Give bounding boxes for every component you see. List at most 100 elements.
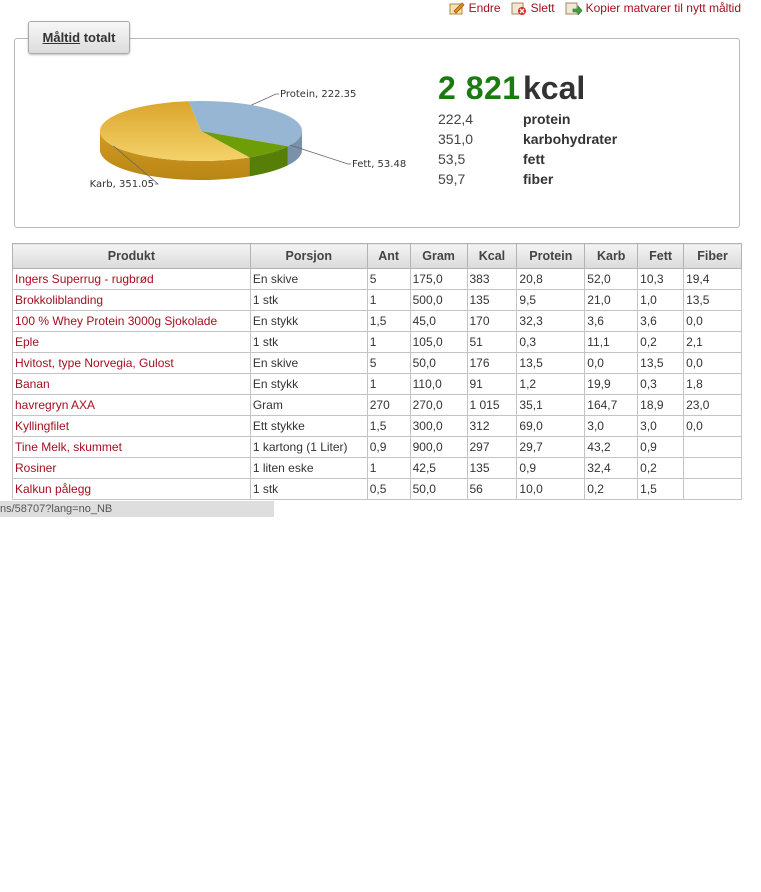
product-link[interactable]: Eple [12,331,251,353]
column-header[interactable]: Fiber [683,243,742,269]
table-row: Eple 1 stk 1 105,0 51 0,3 11,1 0,2 2,1 [12,331,742,353]
table-cell: 0,2 [637,457,685,479]
table-cell: 1 stk [249,331,368,353]
table-row: Rosiner 1 liten eske 1 42,5 135 0,9 32,4 0,2 [12,457,742,479]
column-header[interactable]: Produkt [12,243,251,269]
table-cell: 0,3 [516,331,586,353]
table-cell: 42,5 [409,457,468,479]
nutrient-name: protein [523,111,571,127]
table-row: Ingers Superrug - rugbrød En skive 5 175,0 3… [12,268,742,290]
table-cell: 45,0 [409,310,468,332]
table-cell: 900,0 [409,436,468,458]
kcal-unit: kcal [523,70,586,106]
edit-link[interactable]: Endre [449,1,501,15]
column-header[interactable]: Gram [409,243,468,269]
table-cell: 0,9 [516,457,586,479]
table-cell: 5 [366,352,411,374]
product-link[interactable]: 100 % Whey Protein 3000g Sjokolade [12,310,251,332]
pie-slice-protein [188,101,303,147]
table-cell: 0,9 [637,436,685,458]
table-cell: 3,0 [637,415,685,437]
table-cell: 35,1 [516,394,586,416]
table-cell: 13,5 [516,352,586,374]
pie-leader-line [113,145,160,185]
pie-slice-karb [99,101,250,161]
product-link[interactable]: Hvitost, type Norvegia, Gulost [12,352,251,374]
pie-slice-side-protein [287,131,302,166]
table-cell: 9,5 [516,289,586,311]
column-header[interactable]: Fett [637,243,685,269]
table-cell [683,436,742,458]
table-cell: 18,9 [637,394,685,416]
table-cell: 5 [366,268,411,290]
copy-arrow-icon [565,2,582,15]
table-cell: 135 [466,289,518,311]
table-cell: 170 [466,310,518,332]
table-cell: 0,0 [683,310,742,332]
product-link[interactable]: Rosiner [12,457,251,479]
pie-slice-side-karb [100,131,250,180]
product-link[interactable]: Brokkoliblanding [12,289,251,311]
table-cell: 3,6 [584,310,639,332]
copy-link[interactable]: Kopier matvarer til nytt måltid [565,1,741,15]
nutrient-value: 222,4 [438,111,474,127]
table-cell: 10,3 [637,268,685,290]
table-cell: 270,0 [409,394,468,416]
column-header[interactable]: Kcal [466,243,518,269]
table-cell: 13,5 [683,289,742,311]
table-cell: 50,0 [409,352,468,374]
nutrient-name: fiber [523,171,554,187]
column-header[interactable]: Porsjon [249,243,368,269]
product-link[interactable]: Kalkun pålegg [12,478,251,500]
table-cell: 19,9 [584,373,639,395]
table-row: havregryn AXA Gram 270 270,0 1 015 35,1 164,7 1… [12,394,742,416]
table-cell: 300,0 [409,415,468,437]
pie-slice-side-fett [249,146,288,177]
pie-data-label: Karb, 351.05 [90,179,154,190]
action-bar: Endre Slett Kopier matvarer til nytt mål… [449,0,741,16]
product-link[interactable]: havregryn AXA [12,394,251,416]
table-cell: 105,0 [409,331,468,353]
table-cell: 0,0 [584,352,639,374]
table-cell [683,457,742,479]
table-cell: Ett stykke [249,415,368,437]
table-cell: 110,0 [409,373,468,395]
total-kcal-value: 2 821 [438,70,521,106]
table-cell: 1 stk [249,478,368,500]
product-link[interactable]: Tine Melk, skummet [12,436,251,458]
nutrient-row-fiber: 59,7 fiber [438,171,698,191]
table-cell: 29,7 [516,436,586,458]
column-header[interactable]: Ant [366,243,411,269]
table-cell: 2,1 [683,331,742,353]
pie-data-label: Protein, 222.35 [280,89,356,100]
edit-label: Endre [468,1,501,15]
macro-pie-chart: Protein, 222.35 Fett, 53.48 Karb, 351.05 [90,89,407,190]
table-cell: 1 kartong (1 Liter) [249,436,368,458]
nutrient-value: 53,5 [438,151,466,167]
meal-total-tab[interactable]: Måltid totalt [28,21,130,54]
table-cell: 69,0 [516,415,586,437]
table-cell [683,478,742,500]
table-cell: 32,4 [584,457,639,479]
product-link[interactable]: Banan [12,373,251,395]
delete-link[interactable]: Slett [511,1,555,15]
status-bar-url: ns/58707?lang=no_NB [0,501,274,517]
table-cell: 1,5 [366,415,411,437]
tab-label-rest: totalt [83,30,116,45]
table-cell: 1 [366,331,411,353]
table-cell: 23,0 [683,394,742,416]
table-row: Brokkoliblanding 1 stk 1 500,0 135 9,5 21,0 1,0… [12,289,742,311]
tab-label-underlined: Måltid [42,30,81,45]
column-header[interactable]: Protein [516,243,586,269]
table-cell: 32,3 [516,310,586,332]
delete-icon [511,2,526,15]
product-link[interactable]: Kyllingfilet [12,415,251,437]
table-cell: 500,0 [409,289,468,311]
copy-label: Kopier matvarer til nytt måltid [585,1,741,15]
nutrient-value: 351,0 [438,131,474,147]
table-row: 100 % Whey Protein 3000g Sjokolade En sty… [12,310,742,332]
column-header[interactable]: Karb [584,243,639,269]
table-cell: 0,9 [366,436,411,458]
product-link[interactable]: Ingers Superrug - rugbrød [12,268,251,290]
nutrient-value: 59,7 [438,171,466,187]
